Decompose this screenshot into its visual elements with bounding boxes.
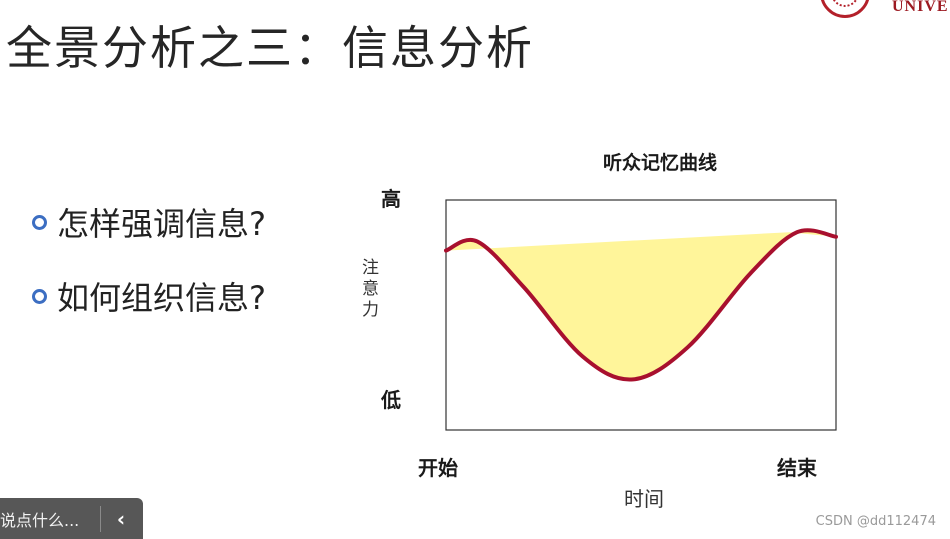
bullet-item: 如何组织信息? (32, 274, 266, 318)
university-logo: UNIVE (820, 0, 950, 18)
x-axis-start-label: 开始 (418, 456, 458, 480)
comment-input[interactable]: 说点什么... (0, 510, 80, 530)
y-axis-low-label: 低 (381, 388, 401, 412)
comment-bar: 说点什么... ‹ (0, 498, 143, 539)
bullet-text: 怎样强调信息? (57, 205, 266, 243)
csdn-watermark: CSDN @dd112474 (815, 514, 936, 529)
bullet-item: 怎样强调信息? (32, 200, 266, 244)
university-logo-text: UNIVE (892, 0, 949, 15)
bullet-circle-icon (32, 288, 47, 304)
attention-gap-fill (446, 230, 836, 380)
slide-title: 全景分析之三：信息分析 (6, 21, 534, 75)
bullet-list: 怎样强调信息? 如何组织信息? (32, 200, 266, 348)
y-axis-label: 注意力 (362, 258, 379, 320)
comment-divider (100, 505, 101, 532)
x-axis-end-label: 结束 (777, 456, 817, 480)
y-axis-high-label: 高 (381, 187, 401, 211)
bullet-text: 如何组织信息? (57, 279, 266, 317)
chevron-left-icon[interactable]: ‹ (116, 506, 126, 531)
chart-title: 听众记忆曲线 (602, 152, 717, 174)
x-axis-label: 时间 (624, 487, 664, 511)
chart-frame (445, 199, 837, 431)
memory-curve-line (444, 228, 838, 382)
bullet-circle-icon (32, 214, 47, 230)
